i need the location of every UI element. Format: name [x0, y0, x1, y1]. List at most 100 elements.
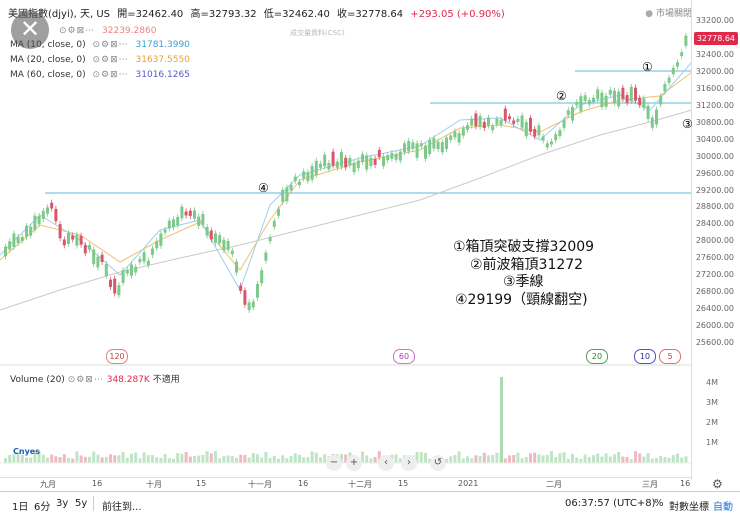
market-status: ● 市場關閉	[645, 9, 692, 19]
volume-bar	[285, 458, 289, 463]
candle-body	[176, 216, 180, 226]
volume-bar	[491, 455, 495, 463]
volume-bar	[167, 458, 171, 463]
ma10-row[interactable]: MA (10, close, 0) ⊙⚙⊠⋯ 31781.3990	[10, 40, 190, 50]
candle-body	[650, 117, 654, 128]
badge-20[interactable]: 20	[586, 349, 608, 364]
candle-body	[306, 172, 310, 182]
volume-bar	[117, 455, 121, 463]
badge-60[interactable]: 60	[393, 349, 415, 364]
volume-bar	[109, 454, 112, 463]
volume-bar	[37, 451, 41, 463]
price-tick: 32400.00	[695, 49, 734, 59]
auto-scale-toggle[interactable]: 自動	[713, 502, 733, 513]
candle-body	[340, 152, 343, 167]
ma0-row[interactable]: ⊙⚙⊠⋯ 32239.2860	[55, 26, 156, 36]
volume-bar	[638, 453, 642, 463]
candle-body	[75, 234, 79, 246]
log-scale-toggle[interactable]: 對數坐標	[669, 502, 709, 513]
reset-icon[interactable]: ↺	[430, 455, 446, 471]
volume-bar	[516, 452, 520, 463]
price-tick: 30000.00	[695, 151, 734, 161]
candle-body	[251, 301, 255, 308]
volume-bar	[613, 454, 616, 463]
volume-bar	[298, 454, 301, 463]
candle-body	[121, 270, 125, 283]
volume-bar	[281, 455, 285, 463]
ma60-value: 31016.1265	[135, 70, 190, 80]
volume-bar	[79, 455, 83, 463]
candle-body	[642, 98, 646, 109]
volume-bar	[369, 458, 373, 463]
candle-body	[676, 62, 679, 67]
volume-bar	[495, 452, 499, 463]
candle-body	[453, 131, 457, 138]
volume-legend[interactable]: Volume (20) ⊙⚙⊠⋯ 348.287K 不適用	[10, 372, 180, 385]
price-axis[interactable]: 33200.0032800.0032400.0032000.0031600.00…	[691, 0, 740, 480]
volume-bar	[419, 452, 423, 463]
ma0-controls-icon[interactable]: ⊙⚙⊠⋯	[59, 26, 96, 36]
candle-body	[247, 302, 251, 311]
ma60-row[interactable]: MA (60, close, 0) ⊙⚙⊠⋯ 31016.1265	[10, 70, 190, 80]
candle-body	[571, 107, 574, 121]
candle-body	[503, 108, 507, 121]
candle-body	[575, 102, 579, 106]
candle-body	[529, 117, 532, 132]
volume-bar	[676, 453, 679, 463]
candle-body	[197, 216, 201, 226]
date-label: 十一月	[248, 480, 272, 489]
volume-bar	[125, 457, 129, 463]
candle-body	[382, 156, 385, 166]
candle-body	[29, 226, 33, 236]
candle-body	[365, 155, 369, 170]
badge-120[interactable]: 120	[106, 349, 128, 364]
candle-body	[88, 245, 91, 250]
volume-bar	[604, 453, 608, 463]
ma20-row[interactable]: MA (20, close, 0) ⊙⚙⊠⋯ 31637.5550	[10, 55, 190, 65]
date-axis[interactable]	[0, 477, 692, 492]
annotation-line2: ②前波箱頂31272	[470, 257, 584, 273]
range-1d[interactable]: 1日	[12, 502, 29, 513]
price-tick: 26000.00	[695, 321, 734, 331]
volume-bar	[306, 457, 310, 463]
zoom-out-icon[interactable]: −	[326, 455, 342, 471]
badge-10[interactable]: 10	[634, 349, 656, 364]
price-chart[interactable]	[0, 0, 692, 477]
candle-body	[16, 236, 20, 244]
divider	[93, 496, 94, 511]
volume-bar	[461, 458, 465, 463]
candle-body	[260, 270, 264, 284]
zoom-in-icon[interactable]: +	[346, 455, 362, 471]
price-tick: 26400.00	[695, 304, 734, 314]
close-button[interactable]: ✕	[11, 11, 49, 49]
volume-bar	[268, 457, 272, 463]
change-value: +293.05 (+0.90%)	[410, 9, 505, 20]
candle-body	[512, 120, 516, 124]
candle-body	[20, 236, 24, 241]
symbol-title[interactable]: 美國指數(djyi), 天, US	[8, 9, 111, 20]
range-5y[interactable]: 5y	[75, 498, 88, 509]
ma60-line	[0, 109, 692, 311]
settings-gear-icon[interactable]: ⚙	[712, 477, 723, 491]
scroll-right-icon[interactable]: ›	[401, 455, 417, 471]
range-6m[interactable]: 6分	[34, 502, 51, 513]
volume-bar	[201, 455, 205, 463]
candle-body	[663, 84, 667, 92]
volume-bar	[529, 453, 532, 463]
candle-body	[478, 115, 482, 127]
ma10-controls-icon[interactable]: ⊙⚙⊠⋯	[92, 40, 129, 50]
volume-bar	[54, 456, 58, 463]
volume-bar	[575, 457, 579, 463]
volume-bar	[100, 457, 104, 463]
badge-5[interactable]: 5	[659, 349, 681, 364]
range-3y[interactable]: 3y	[56, 498, 69, 509]
ma60-controls-icon[interactable]: ⊙⚙⊠⋯	[92, 70, 129, 80]
goto-date-button[interactable]: 前往到...	[102, 502, 142, 513]
ma20-controls-icon[interactable]: ⊙⚙⊠⋯	[92, 55, 129, 65]
volume-controls-icon[interactable]: ⊙⚙⊠⋯	[67, 375, 104, 385]
candle-body	[361, 154, 364, 162]
scroll-left-icon[interactable]: ‹	[378, 455, 394, 471]
price-tick: 31200.00	[695, 100, 734, 110]
volume-bar	[617, 451, 621, 463]
percent-toggle[interactable]: %	[654, 498, 664, 509]
